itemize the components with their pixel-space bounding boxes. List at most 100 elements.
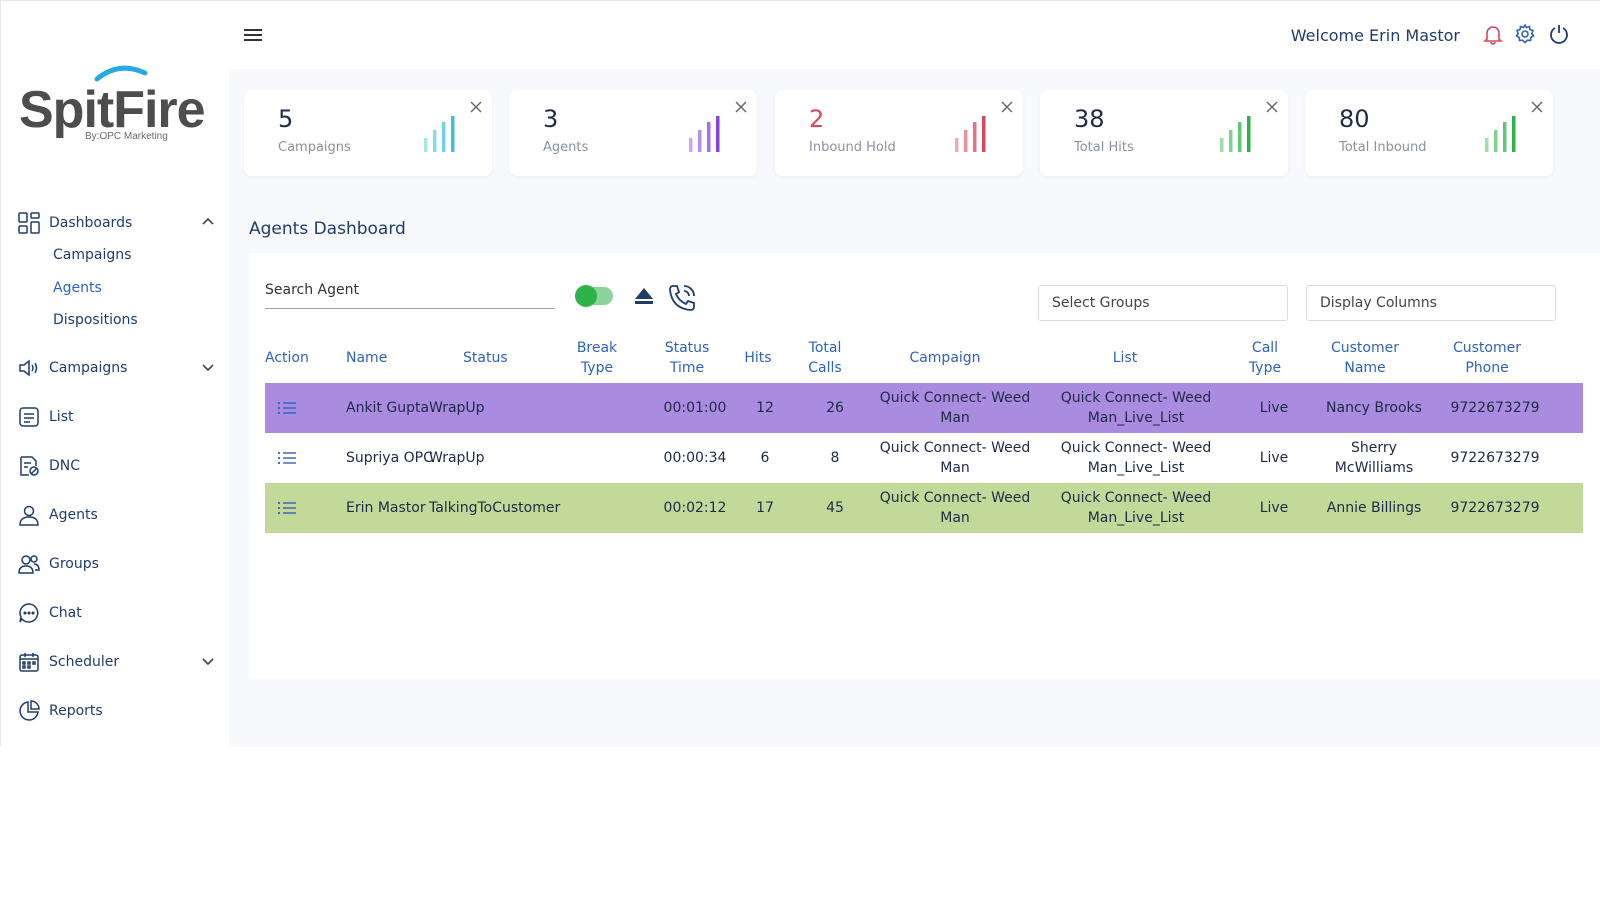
close-icon[interactable] xyxy=(1531,98,1543,113)
table-row[interactable]: Supriya OPC WrapUp 00:00:34 6 8 Quick Connect… xyxy=(265,433,1583,483)
cell-list: Quick Connect- Weed Man_Live_List xyxy=(1060,440,1212,476)
close-icon[interactable] xyxy=(1266,98,1278,113)
bar-chart-icon xyxy=(1220,116,1254,152)
display-columns-dropdown[interactable]: Display Columns xyxy=(1306,285,1556,321)
cell-list: Quick Connect- Weed Man_Live_List xyxy=(1060,390,1212,426)
sidebar-item-dnc[interactable]: DNC xyxy=(17,452,80,480)
column-header-action[interactable]: Action xyxy=(265,350,309,366)
column-header-campaign[interactable]: Campaign xyxy=(909,350,981,366)
cell-customer-phone: 9722673279 xyxy=(1450,400,1540,416)
column-header-customer-name[interactable]: Customer Name xyxy=(1330,340,1399,376)
sidebar: SpitFire By:OPC Marketing Dashboards Cam… xyxy=(0,1,230,747)
cell-call-type: Live xyxy=(1259,400,1289,416)
sidebar-item-groups[interactable]: Groups xyxy=(17,550,99,578)
cell-break-type xyxy=(565,433,629,483)
close-icon[interactable] xyxy=(470,98,482,113)
search-agent-input[interactable]: Search Agent xyxy=(265,275,555,309)
column-header-customer-phone[interactable]: Customer Phone xyxy=(1452,340,1521,376)
cell-status-time: 00:01:00 xyxy=(663,400,727,416)
cell-list: Quick Connect- Weed Man_Live_List xyxy=(1060,490,1212,526)
calendar-icon xyxy=(17,650,41,674)
sidebar-item-label: Campaigns xyxy=(49,360,128,376)
column-header-total-calls[interactable]: Total Calls xyxy=(808,340,842,376)
hamburger-menu-icon[interactable] xyxy=(243,27,263,43)
stat-card[interactable]: 5 Campaigns xyxy=(244,90,492,176)
sidebar-item-scheduler[interactable]: Scheduler xyxy=(17,648,214,676)
pie-chart-icon xyxy=(17,699,41,723)
stat-card[interactable]: 80 Total Inbound xyxy=(1305,90,1553,176)
stat-label: Total Hits xyxy=(1074,140,1134,155)
sidebar-item-label: Groups xyxy=(49,556,99,572)
bar-chart-icon xyxy=(955,116,989,152)
sidebar-subitem-campaigns[interactable]: Campaigns xyxy=(53,247,132,263)
cell-call-type: Live xyxy=(1259,500,1289,516)
sidebar-subitem-agents[interactable]: Agents xyxy=(53,280,102,296)
sidebar-item-agents[interactable]: Agents xyxy=(17,501,98,529)
row-action-menu-icon[interactable] xyxy=(265,383,309,433)
column-header-hits[interactable]: Hits xyxy=(744,350,772,366)
live-toggle[interactable] xyxy=(575,285,613,307)
power-icon[interactable] xyxy=(1548,23,1570,45)
column-header-list[interactable]: List xyxy=(1112,350,1138,366)
user-icon xyxy=(17,503,41,527)
chevron-down-icon[interactable] xyxy=(201,360,215,374)
bar-chart-icon xyxy=(689,116,723,152)
table-row[interactable]: Erin Mastor TalkingToCustomer 00:02:12 17 45… xyxy=(265,483,1583,533)
row-action-menu-icon[interactable] xyxy=(265,483,309,533)
stat-value: 3 xyxy=(543,105,559,133)
column-header-call-type[interactable]: Call Type xyxy=(1248,340,1282,376)
stat-card[interactable]: 3 Agents xyxy=(509,90,757,176)
stat-label: Agents xyxy=(543,140,589,155)
select-groups-dropdown[interactable]: Select Groups xyxy=(1038,285,1288,321)
column-header-name[interactable]: Name xyxy=(346,350,388,366)
sidebar-item-campaigns[interactable]: Campaigns xyxy=(17,354,214,382)
stat-value: 2 xyxy=(809,105,825,133)
cell-total-calls: 8 xyxy=(830,450,840,466)
table-row[interactable]: Ankit Gupta WrapUp 00:01:00 12 26 Quick Conne… xyxy=(265,383,1583,433)
sidebar-item-reports[interactable]: Reports xyxy=(17,697,103,725)
row-action-menu-icon[interactable] xyxy=(265,433,309,483)
cell-customer-phone: 9722673279 xyxy=(1450,450,1540,466)
cell-break-type xyxy=(565,483,629,533)
sidebar-subitem-dispositions[interactable]: Dispositions xyxy=(53,312,138,328)
column-header-break-type[interactable]: Break Type xyxy=(576,340,618,376)
cell-name: Erin Mastor xyxy=(346,500,426,516)
chevron-down-icon[interactable] xyxy=(201,654,215,668)
gear-icon[interactable] xyxy=(1514,23,1536,45)
cell-total-calls: 26 xyxy=(826,400,844,416)
stat-value: 5 xyxy=(278,105,294,133)
page-title: Agents Dashboard xyxy=(249,219,406,239)
dashboard-icon xyxy=(17,211,41,235)
sidebar-item-list[interactable]: List xyxy=(17,403,73,431)
stat-card[interactable]: 2 Inbound Hold xyxy=(775,90,1023,176)
cell-customer-name: Nancy Brooks xyxy=(1326,400,1422,416)
cell-hits: 17 xyxy=(756,500,774,516)
cell-hits: 6 xyxy=(760,450,770,466)
brand-logo[interactable]: SpitFire By:OPC Marketing xyxy=(19,63,215,153)
close-icon[interactable] xyxy=(735,98,747,113)
column-header-status[interactable]: Status xyxy=(463,350,508,366)
sidebar-item-chat[interactable]: Chat xyxy=(17,599,82,627)
sidebar-item-label: Scheduler xyxy=(49,654,120,670)
eject-icon[interactable] xyxy=(633,285,655,307)
phone-call-icon[interactable] xyxy=(667,283,697,313)
sidebar-item-label: Agents xyxy=(49,507,98,523)
sidebar-item-label: List xyxy=(49,409,74,425)
chevron-up-icon[interactable] xyxy=(201,215,215,229)
cell-status: WrapUp xyxy=(429,400,485,416)
stat-card[interactable]: 38 Total Hits xyxy=(1040,90,1288,176)
cell-status-time: 00:00:34 xyxy=(663,450,727,466)
sidebar-item-label: Dashboards xyxy=(49,215,133,231)
sidebar-item-label: Chat xyxy=(49,605,82,621)
stat-label: Total Inbound xyxy=(1339,140,1427,155)
cell-customer-name: Annie Billings xyxy=(1326,500,1422,516)
list-icon xyxy=(17,405,41,429)
users-icon xyxy=(17,552,41,576)
bar-chart-icon xyxy=(1485,116,1519,152)
close-icon[interactable] xyxy=(1001,98,1013,113)
sidebar-item-dashboards[interactable]: Dashboards xyxy=(17,209,214,237)
column-header-status-time[interactable]: Status Time xyxy=(664,340,710,376)
stat-value: 38 xyxy=(1074,105,1105,133)
bell-icon[interactable] xyxy=(1482,23,1504,45)
cell-customer-name: Sherry McWilliams xyxy=(1334,440,1414,476)
